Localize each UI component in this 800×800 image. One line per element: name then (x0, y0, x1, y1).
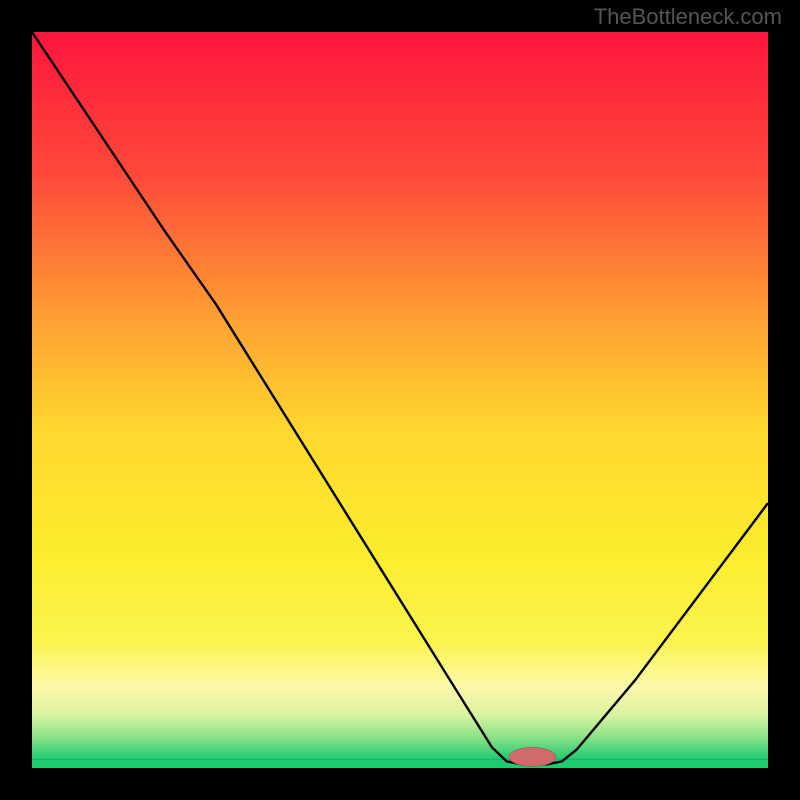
bottom-strip (32, 759, 768, 768)
watermark-text: TheBottleneck.com (594, 4, 782, 30)
bottleneck-chart (32, 32, 768, 768)
optimal-marker (509, 747, 556, 766)
